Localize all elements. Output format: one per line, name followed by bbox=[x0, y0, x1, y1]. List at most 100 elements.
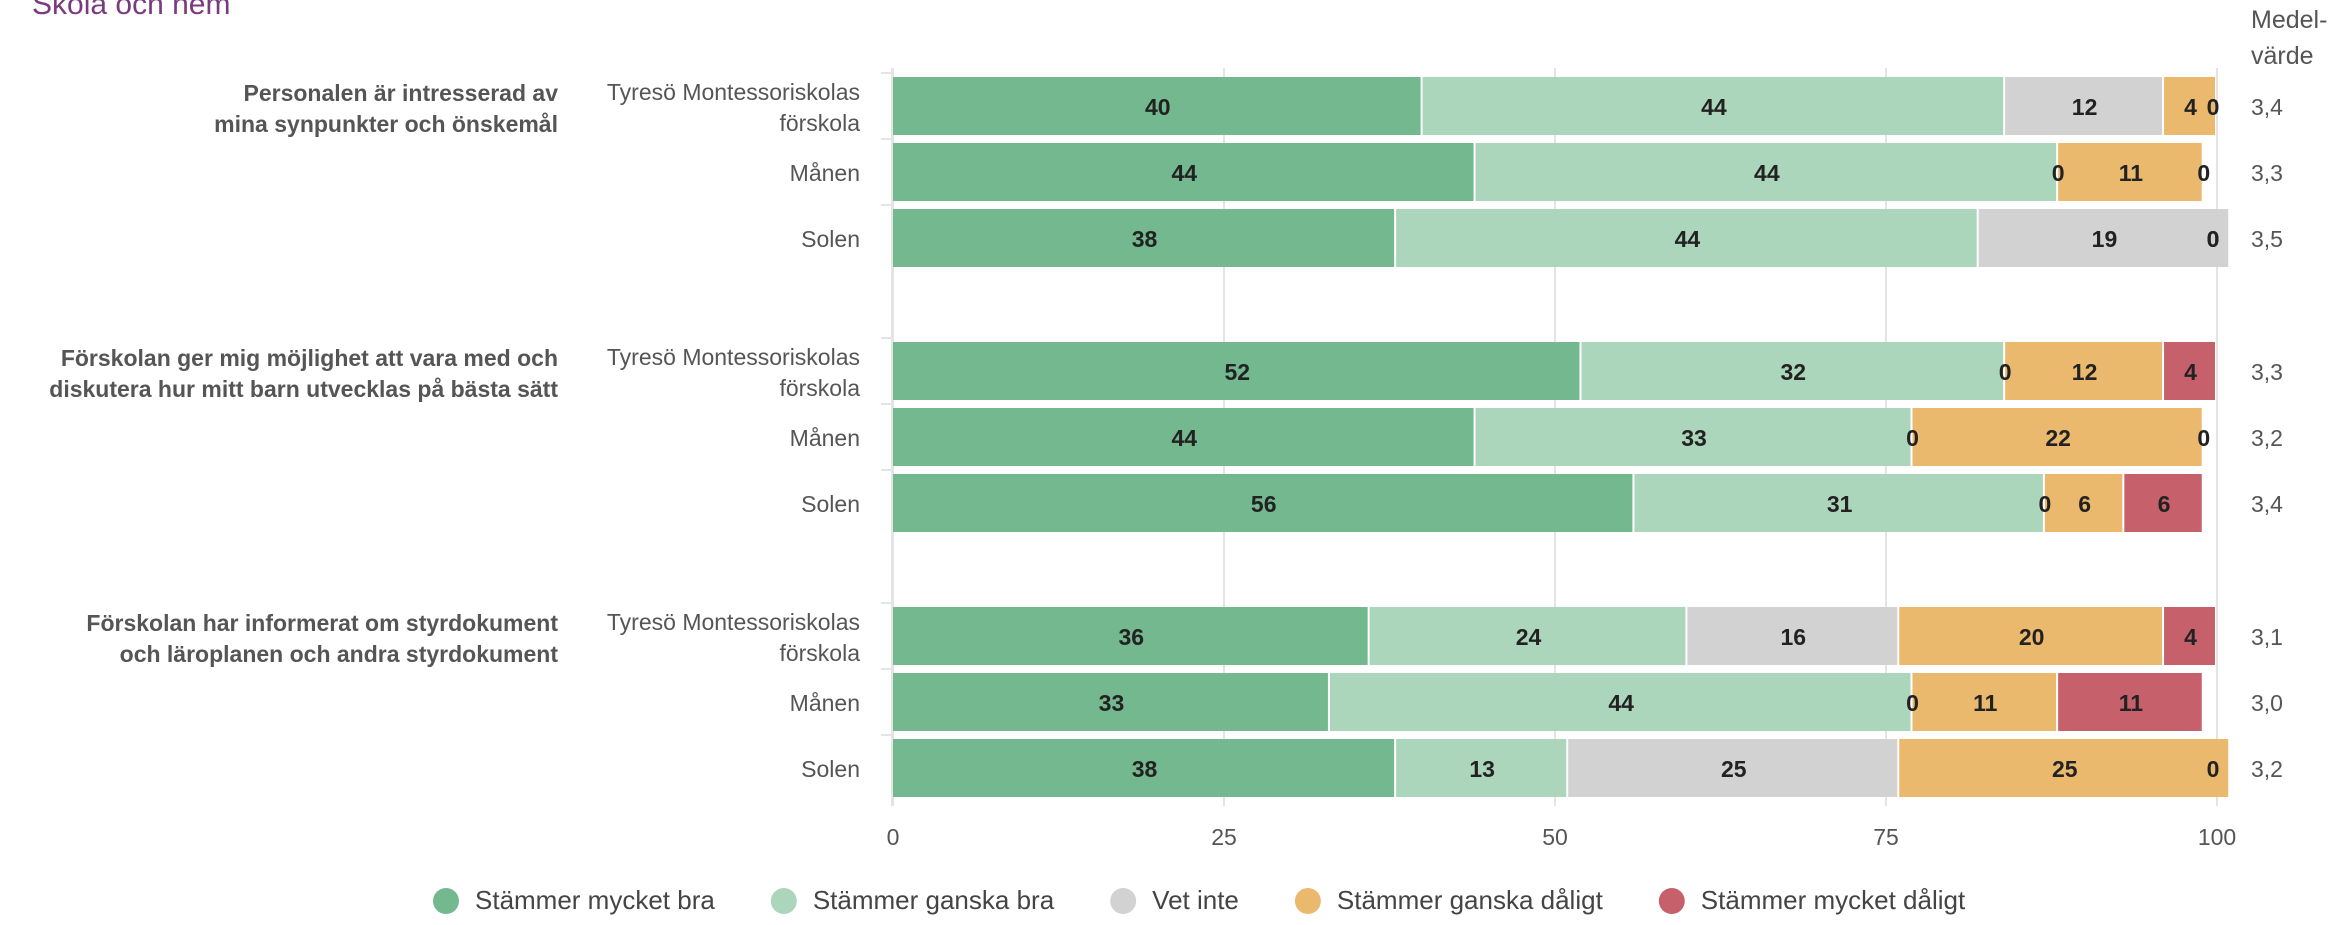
bar-segment bbox=[893, 77, 1421, 135]
row-label: Solen bbox=[801, 491, 860, 517]
mean-value: 3,3 bbox=[2251, 160, 2283, 186]
question-label: diskutera hur mitt barn utvecklas på bäs… bbox=[49, 376, 558, 402]
row-label: Månen bbox=[790, 160, 860, 186]
value-label: 44 bbox=[1701, 94, 1727, 120]
bar-segment bbox=[1568, 739, 1898, 797]
value-label: 0 bbox=[2197, 160, 2210, 186]
bar-segment bbox=[893, 474, 1633, 532]
bar-segment bbox=[1475, 408, 1911, 466]
value-label: 36 bbox=[1119, 624, 1145, 650]
value-label: 0 bbox=[2038, 491, 2051, 517]
value-label: 4 bbox=[2184, 94, 2197, 120]
bar-segment bbox=[2005, 342, 2163, 400]
value-label: 6 bbox=[2158, 491, 2171, 517]
mean-value: 3,3 bbox=[2251, 359, 2283, 385]
x-tick-label: 25 bbox=[1211, 824, 1237, 850]
value-label: 4 bbox=[2184, 624, 2197, 650]
bar-segment bbox=[893, 673, 1328, 731]
value-label: 25 bbox=[2052, 756, 2078, 782]
bar-segment bbox=[1369, 607, 1686, 665]
row-label: Tyresö Montessoriskolas bbox=[607, 79, 860, 105]
row-label: Solen bbox=[801, 226, 860, 252]
value-label: 0 bbox=[1906, 690, 1919, 716]
value-label: 44 bbox=[1171, 425, 1197, 451]
value-label: 4 bbox=[2184, 359, 2197, 385]
value-label: 20 bbox=[2019, 624, 2045, 650]
value-label: 0 bbox=[2207, 226, 2220, 252]
value-label: 24 bbox=[1516, 624, 1542, 650]
mean-value: 3,4 bbox=[2251, 491, 2283, 517]
value-label: 0 bbox=[2197, 425, 2210, 451]
value-label: 0 bbox=[2052, 160, 2065, 186]
value-label: 0 bbox=[1999, 359, 2012, 385]
mean-value: 3,4 bbox=[2251, 94, 2283, 120]
mean-value: 3,2 bbox=[2251, 756, 2283, 782]
bar-segment bbox=[2058, 143, 2202, 201]
mean-value: 3,1 bbox=[2251, 624, 2283, 650]
bar-segment bbox=[893, 143, 1474, 201]
bar-segment bbox=[1475, 143, 2057, 201]
bar-segment bbox=[1396, 209, 1977, 267]
bar-segment bbox=[1912, 408, 2202, 466]
value-label: 12 bbox=[2072, 94, 2098, 120]
bar-segment bbox=[1581, 342, 2004, 400]
row-label: Tyresö Montessoriskolas bbox=[607, 344, 860, 370]
mean-value: 3,5 bbox=[2251, 226, 2283, 252]
bar-segment bbox=[2058, 673, 2202, 731]
value-label: 11 bbox=[2119, 690, 2144, 716]
bar-segment bbox=[1422, 77, 2004, 135]
question-label: mina synpunkter och önskemål bbox=[214, 111, 558, 137]
bar-segment bbox=[893, 342, 1580, 400]
value-label: 22 bbox=[2045, 425, 2071, 451]
row-label: Tyresö Montessoriskolas bbox=[607, 609, 860, 635]
bar-segment bbox=[1329, 673, 1911, 731]
x-tick-label: 0 bbox=[887, 824, 900, 850]
bar-segment bbox=[1899, 607, 2163, 665]
value-label: 44 bbox=[1171, 160, 1197, 186]
bar-segment bbox=[2164, 77, 2215, 135]
bar-segment bbox=[2164, 342, 2215, 400]
row-label: Solen bbox=[801, 756, 860, 782]
mean-value: 3,2 bbox=[2251, 425, 2283, 451]
value-label: 19 bbox=[2092, 226, 2118, 252]
legend-label: Stämmer mycket bra bbox=[475, 885, 715, 915]
x-tick-label: 50 bbox=[1542, 824, 1568, 850]
bar-segment bbox=[893, 408, 1474, 466]
chart-title: Skola och hem bbox=[32, 0, 231, 21]
question-label: Förskolan ger mig möjlighet att vara med… bbox=[61, 345, 558, 371]
value-label: 11 bbox=[2119, 160, 2144, 186]
legend-label: Stämmer mycket dåligt bbox=[1701, 885, 1966, 915]
value-label: 52 bbox=[1224, 359, 1250, 385]
value-label: 31 bbox=[1827, 491, 1853, 517]
legend-marker bbox=[1294, 888, 1321, 914]
x-tick-label: 100 bbox=[2198, 824, 2236, 850]
mean-header-line-1: Medel- bbox=[2251, 6, 2328, 34]
value-label: 38 bbox=[1132, 756, 1158, 782]
value-label: 32 bbox=[1781, 359, 1807, 385]
bar-segment bbox=[1687, 607, 1898, 665]
mean-column-header: Medel- värde bbox=[2251, 2, 2341, 74]
value-label: 6 bbox=[2078, 491, 2091, 517]
value-label: 16 bbox=[1781, 624, 1807, 650]
bar-segment bbox=[2005, 77, 2163, 135]
value-label: 13 bbox=[1469, 756, 1495, 782]
value-label: 38 bbox=[1132, 226, 1158, 252]
value-label: 44 bbox=[1608, 690, 1634, 716]
legend-marker bbox=[1658, 888, 1685, 914]
legend-label: Stämmer ganska bra bbox=[813, 885, 1055, 915]
legend-marker bbox=[1110, 888, 1137, 914]
value-label: 40 bbox=[1145, 94, 1171, 120]
value-label: 44 bbox=[1675, 226, 1701, 252]
bar-segment bbox=[2124, 474, 2202, 532]
row-label: förskola bbox=[779, 110, 860, 136]
question-label: Förskolan har informerat om styrdokument bbox=[86, 610, 558, 636]
value-label: 12 bbox=[2072, 359, 2098, 385]
bar-segment bbox=[1396, 739, 1567, 797]
bar-segment bbox=[2044, 474, 2123, 532]
value-label: 11 bbox=[1973, 690, 1998, 716]
row-label: förskola bbox=[779, 640, 860, 666]
row-label: Månen bbox=[790, 425, 860, 451]
bar-segment bbox=[1634, 474, 2043, 532]
question-label: och läroplanen och andra styrdokument bbox=[120, 641, 559, 667]
